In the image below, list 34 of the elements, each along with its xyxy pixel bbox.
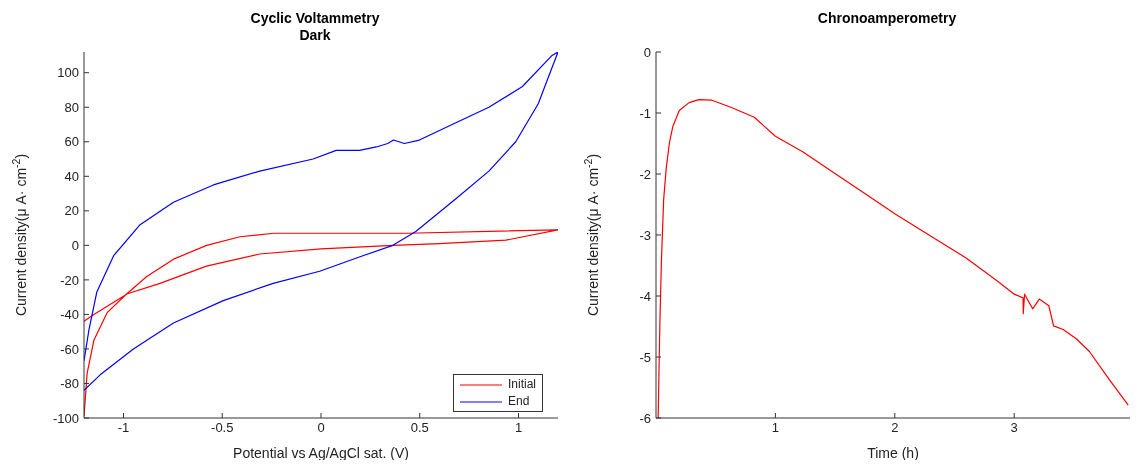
x-axis-title: Potential vs Ag/AgCl sat. (V): [233, 445, 409, 461]
x-tick-label: -1: [117, 420, 130, 436]
y-tick-label: -5: [639, 349, 651, 365]
y-tick-label: 100: [57, 65, 79, 81]
y-tick-label: -20: [60, 272, 79, 288]
y-tick-label: 40: [64, 168, 79, 184]
x-tick-label: 1: [771, 420, 780, 436]
y-tick-label: -100: [52, 410, 79, 426]
x-axis-title: Time (h): [867, 445, 919, 461]
x-tick-label: 2: [891, 420, 899, 436]
y-tick-label: -80: [60, 376, 79, 392]
y-tick-label: -2: [639, 166, 651, 182]
chart-subtitle: Dark: [298, 27, 332, 44]
y-tick-label: -6: [639, 410, 651, 426]
x-tick-label: 0.5: [410, 420, 429, 436]
y-tick-label: 60: [64, 134, 79, 150]
chart-title: Chronoamperometry: [816, 10, 958, 27]
legend-label: Initial: [507, 376, 536, 393]
y-tick-label: 0: [71, 237, 79, 253]
x-tick-label: 0: [317, 420, 325, 436]
y-tick-label: 0: [643, 44, 651, 60]
chart-title: Cyclic Voltammetry: [249, 10, 381, 27]
y-tick-label: 20: [64, 203, 79, 219]
y-tick-label: -4: [639, 288, 651, 304]
y-tick-label: 80: [64, 99, 79, 115]
y-tick-label: -3: [639, 227, 651, 243]
y-tick-label: -40: [60, 307, 79, 323]
x-tick-label: 1: [514, 420, 523, 436]
x-tick-label: -0.5: [211, 420, 234, 436]
x-tick-label: 3: [1010, 420, 1018, 436]
legend-label: End: [507, 393, 530, 410]
y-tick-label: -1: [639, 105, 651, 121]
y-tick-label: -60: [60, 341, 79, 357]
line-series: [84, 52, 558, 391]
